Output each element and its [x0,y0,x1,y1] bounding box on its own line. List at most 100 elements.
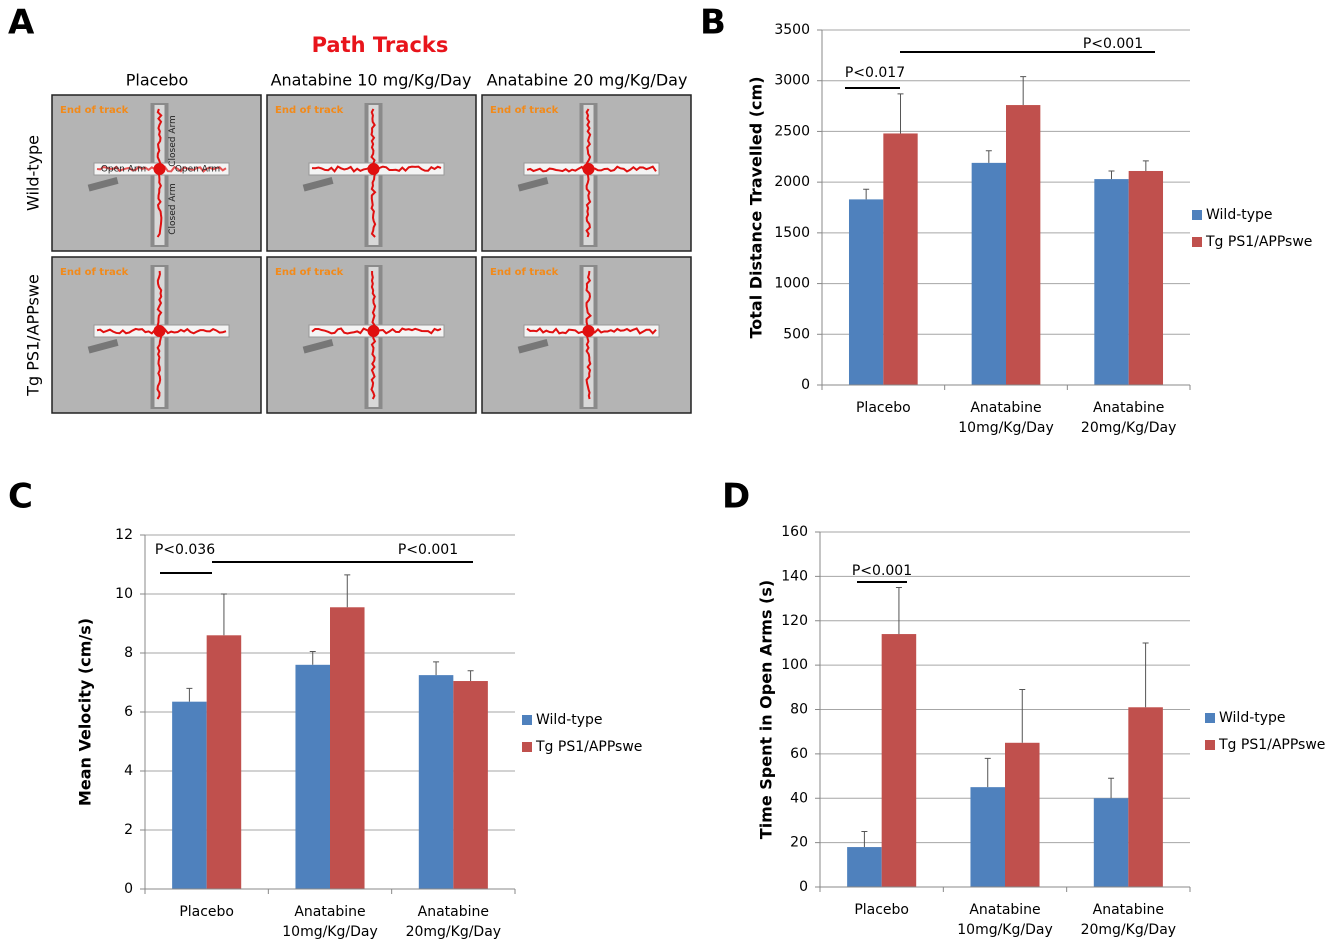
track-end-label: End of track [490,267,559,278]
y-tick-label: 10 [115,586,133,602]
panel-label: B [700,3,726,43]
y-tick-label: 0 [801,377,810,393]
panel-title: Path Tracks [312,33,449,57]
significance-label: P<0.001 [398,542,458,558]
x-tick-label: Anatabine [1093,400,1164,416]
x-tick-label: Anatabine [970,400,1041,416]
y-tick-label: 500 [783,326,810,342]
error-bar [863,189,869,199]
x-tick-label: Anatabine [969,902,1040,918]
path-center [583,163,595,175]
error-bar [896,587,902,634]
y-tick-label: 0 [799,879,808,895]
column-header: Placebo [126,71,188,90]
x-tick-label: 10mg/Kg/Day [282,924,377,940]
legend-label: Wild-type [536,712,603,728]
row-header: Tg PS1/APPswe [24,274,43,397]
arm-label: Closed Arm [168,115,178,167]
y-tick-label: 160 [781,524,808,540]
x-tick-label: 20mg/Kg/Day [406,924,501,940]
y-tick-label: 60 [790,746,808,762]
bar [419,675,454,889]
y-axis-title: Mean Velocity (cm/s) [76,618,95,806]
track-end-label: End of track [490,105,559,116]
legend-label: Tg PS1/APPswe [1218,737,1325,753]
y-tick-label: 120 [781,613,808,629]
error-bar [1108,778,1114,798]
y-tick-label: 3500 [774,22,810,38]
y-tick-label: 6 [124,704,133,720]
y-tick-label: 0 [124,881,133,897]
error-bar [898,94,904,134]
y-axis-title: Total Distance Travelled (cm) [747,76,766,338]
significance-label: P<0.036 [155,542,215,558]
y-tick-label: 2000 [774,174,810,190]
error-bar [1019,690,1025,743]
bar [883,133,917,385]
legend-swatch [1192,210,1202,220]
bar [970,787,1005,887]
y-tick-label: 3000 [774,73,810,89]
x-tick-label: Placebo [179,904,234,920]
figure: A Path Tracks Placebo Anatabine 10 mg/Kg/… [0,0,1340,943]
x-tick-label: 10mg/Kg/Day [958,420,1053,436]
y-tick-label: 2500 [774,123,810,139]
column-header: Anatabine 10 mg/Kg/Day [271,71,472,90]
error-bar [985,758,991,787]
error-bar [1143,643,1149,707]
significance-label: P<0.017 [845,65,905,81]
row-header: Wild-type [24,135,43,211]
error-bar [221,594,227,635]
bar [207,635,242,889]
track-end-label: End of track [60,105,129,116]
x-tick-label: Anatabine [1093,902,1164,918]
y-tick-label: 8 [124,645,133,661]
track-end-label: End of track [275,267,344,278]
error-bar [1143,161,1149,171]
error-bar [344,575,350,607]
y-tick-label: 4 [124,763,133,779]
x-tick-label: 10mg/Kg/Day [957,922,1052,938]
y-tick-label: 40 [790,790,808,806]
legend-label: Tg PS1/APPswe [535,739,642,755]
bar [1129,171,1163,385]
page: A Path Tracks Placebo Anatabine 10 mg/Kg/… [0,0,1340,943]
y-axis-title: Time Spent in Open Arms (s) [757,580,776,839]
bar [882,634,917,887]
legend-swatch [522,742,532,752]
bar [330,607,365,889]
column-header: Anatabine 20 mg/Kg/Day [487,71,688,90]
x-tick-label: Placebo [856,400,911,416]
legend-label: Wild-type [1206,207,1273,223]
error-bar [1108,171,1114,179]
legend-swatch [1205,740,1215,750]
panel-label: D [722,477,750,517]
error-bar [433,662,439,675]
bar [1094,179,1128,385]
legend-swatch [1205,713,1215,723]
error-bar [186,688,192,701]
path-center [368,325,380,337]
error-bar [861,832,867,848]
x-tick-label: Anatabine [294,904,365,920]
legend-label: Wild-type [1219,710,1286,726]
legend-swatch [522,715,532,725]
path-center [583,325,595,337]
panel-label: C [8,477,33,517]
y-tick-label: 20 [790,835,808,851]
arm-label: Closed Arm [168,183,178,235]
bar [1006,105,1040,385]
legend-swatch [1192,237,1202,247]
path-center [154,325,166,337]
bar [295,665,330,889]
x-tick-label: Placebo [854,902,909,918]
panel-label: A [8,3,35,43]
y-tick-label: 1500 [774,225,810,241]
path-center [154,163,166,175]
bar [849,199,883,385]
error-bar [986,151,992,163]
bar [972,163,1006,385]
track-end-label: End of track [60,267,129,278]
path-center [368,163,380,175]
error-bar [310,652,316,665]
